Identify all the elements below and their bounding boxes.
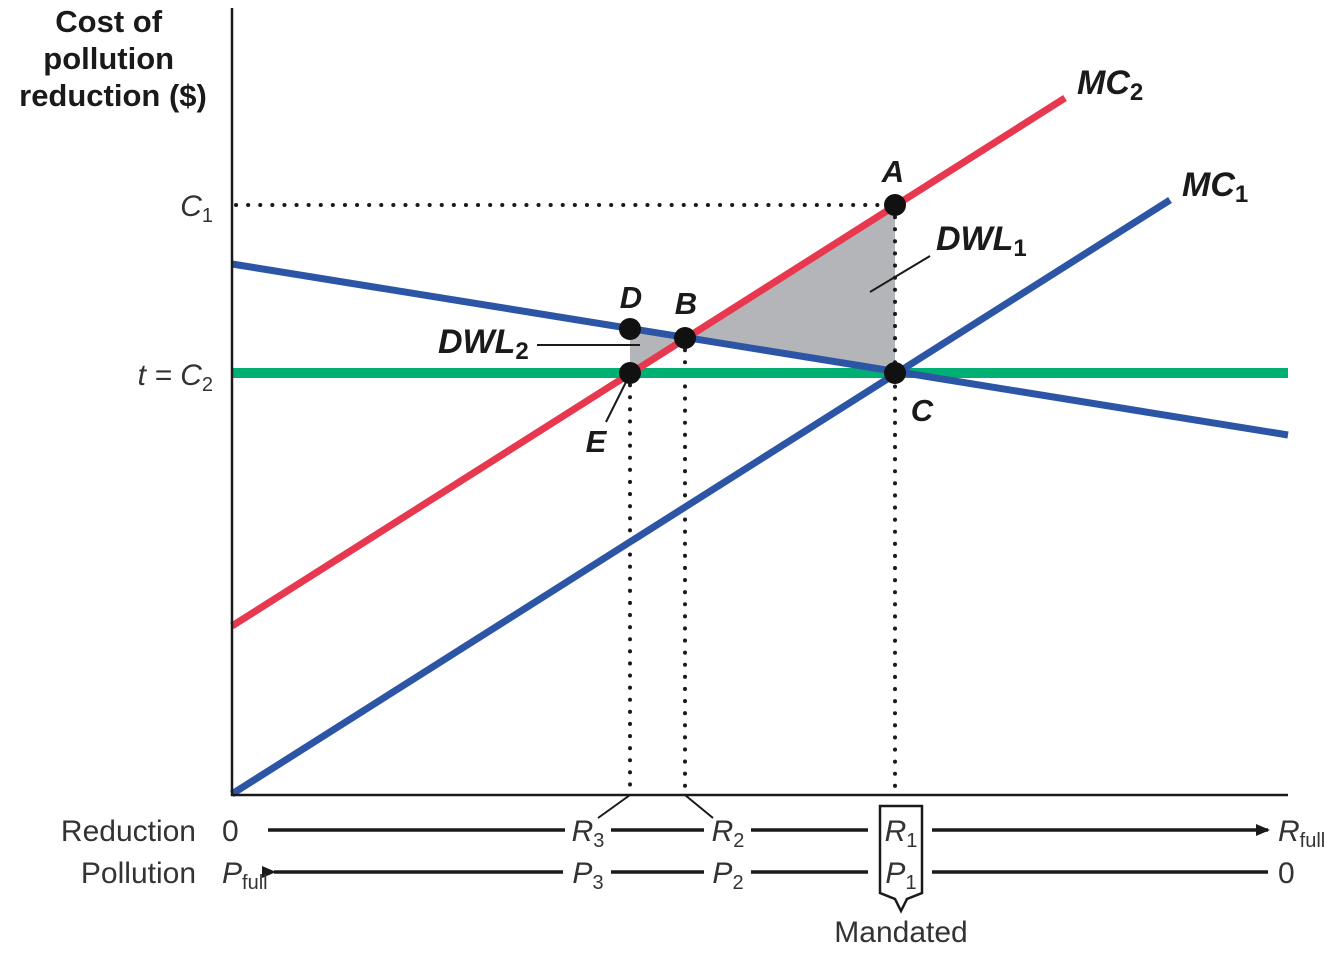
c2-tick-label: t = C2 bbox=[138, 359, 213, 396]
point-d-label: D bbox=[620, 280, 642, 315]
pollution-row-label: Pollution bbox=[81, 857, 196, 890]
r3-label: R3 bbox=[572, 815, 605, 852]
reduction-start-label: 0 bbox=[222, 815, 239, 848]
reduction-row-label: Reduction bbox=[61, 815, 196, 848]
r3-leader bbox=[597, 794, 631, 819]
p1-label: P1 bbox=[885, 857, 916, 894]
point-b-label: B bbox=[675, 286, 697, 321]
point-d-marker bbox=[619, 318, 641, 340]
point-e-marker bbox=[619, 362, 641, 384]
point-a-label: A bbox=[881, 154, 904, 189]
point-e-leader bbox=[605, 381, 627, 423]
c1-tick-label: C1 bbox=[180, 190, 213, 227]
mc1-label: MC1 bbox=[1182, 166, 1248, 208]
mc1-curve bbox=[230, 197, 1172, 797]
mc2-label: MC2 bbox=[1077, 64, 1143, 106]
point-c-label: C bbox=[911, 393, 934, 428]
point-b-marker bbox=[674, 327, 696, 349]
point-a-marker bbox=[884, 194, 906, 216]
mc2-curve bbox=[230, 95, 1067, 629]
benefit-curve bbox=[231, 260, 1289, 439]
dwl1-label: DWL1 bbox=[936, 220, 1027, 262]
r2-leader bbox=[684, 794, 714, 819]
r1-label: R1 bbox=[885, 815, 918, 852]
point-e-label: E bbox=[586, 424, 608, 459]
y-axis-label: Cost of pollution reduction ($) bbox=[19, 4, 207, 113]
p2-label: P2 bbox=[712, 857, 743, 894]
point-c-marker bbox=[884, 362, 906, 384]
p3-label: P3 bbox=[572, 857, 603, 894]
r-full-label: Rfull bbox=[1278, 815, 1325, 852]
mandated-label: Mandated bbox=[834, 916, 967, 949]
dwl1-leader bbox=[869, 255, 931, 293]
p-full-label: Pfull bbox=[222, 857, 268, 894]
dwl1-area bbox=[685, 204, 895, 373]
r2-label: R2 bbox=[712, 815, 745, 852]
mandated-bracket bbox=[878, 804, 924, 914]
pollution-end-label: 0 bbox=[1278, 857, 1295, 890]
dwl2-label: DWL2 bbox=[438, 323, 529, 365]
